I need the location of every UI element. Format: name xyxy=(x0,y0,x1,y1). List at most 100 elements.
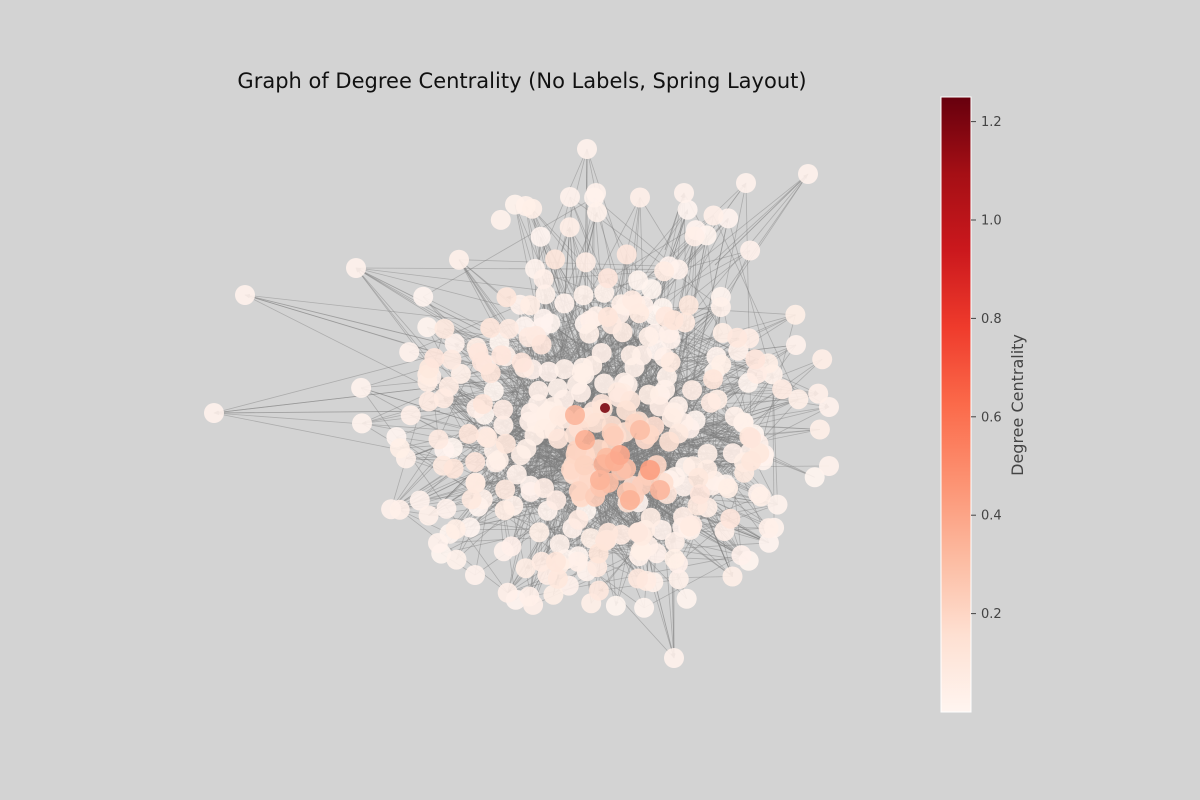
graph-node xyxy=(424,348,445,368)
graph-node xyxy=(767,494,788,515)
graph-node xyxy=(786,335,806,355)
graph-node xyxy=(480,317,501,338)
graph-edge xyxy=(575,356,717,455)
graph-node xyxy=(477,427,498,448)
graph-node xyxy=(741,428,762,449)
graph-node xyxy=(446,549,467,570)
graph-node xyxy=(772,379,793,400)
graph-edge xyxy=(428,411,594,516)
graph-node xyxy=(511,352,532,373)
graph-edge xyxy=(422,197,595,298)
colorbar-gradient xyxy=(940,96,972,713)
graph-node xyxy=(628,270,649,291)
graph-node xyxy=(545,551,566,572)
graph-node xyxy=(809,419,830,440)
graph-node xyxy=(490,209,511,230)
graph-node xyxy=(731,545,752,566)
graph-edge xyxy=(581,314,796,374)
graph-node xyxy=(718,478,739,499)
graph-edge xyxy=(596,212,643,356)
graph-node xyxy=(689,484,710,505)
graph-node xyxy=(409,490,430,511)
graph-node xyxy=(528,380,549,401)
graph-node xyxy=(741,451,762,471)
graph-node xyxy=(677,199,698,220)
graph-node xyxy=(465,473,486,494)
graph-node xyxy=(522,198,543,219)
graph-node xyxy=(472,394,493,414)
graph-node xyxy=(428,533,448,553)
graph-node xyxy=(495,479,516,500)
graph-node xyxy=(465,565,485,585)
graph-edge xyxy=(213,344,797,415)
graph-node xyxy=(740,240,761,261)
graph-edge xyxy=(611,300,633,434)
graph-node xyxy=(574,455,595,476)
graph-node xyxy=(629,303,650,324)
graph-node xyxy=(603,426,624,446)
graph-node xyxy=(495,433,516,454)
graph-node xyxy=(676,588,697,609)
graph-edge xyxy=(507,497,582,594)
graph-edge xyxy=(745,182,752,439)
graph-node xyxy=(720,508,741,529)
graph-node xyxy=(628,568,649,589)
graph-node xyxy=(664,531,685,552)
graph-edge xyxy=(244,294,525,327)
colorbar-tick-label: 0.8 xyxy=(981,312,1002,327)
graph-node xyxy=(640,460,660,480)
graph-node xyxy=(663,310,684,331)
network-graph xyxy=(204,139,839,668)
graph-edge xyxy=(355,267,773,375)
graph-edge xyxy=(213,412,635,498)
graph-node xyxy=(493,399,514,420)
graph-edge xyxy=(360,387,586,458)
graph-node xyxy=(588,543,609,564)
graph-node xyxy=(565,405,585,425)
graph-node xyxy=(798,164,818,184)
graph-node xyxy=(600,403,610,413)
graph-node xyxy=(736,173,756,193)
graph-node xyxy=(549,534,570,555)
graph-node xyxy=(444,333,465,354)
graph-node xyxy=(496,287,517,308)
graph-node xyxy=(491,345,512,366)
graph-edge xyxy=(495,429,820,463)
graph-node xyxy=(494,500,515,521)
graph-edge xyxy=(532,469,572,606)
graph-edge xyxy=(564,227,571,304)
graph-edge xyxy=(712,382,749,486)
graph-node xyxy=(531,334,552,355)
graph-node xyxy=(519,586,540,607)
graph-node xyxy=(668,569,689,590)
graph-edge xyxy=(727,218,769,364)
graph-edge xyxy=(360,387,586,458)
graph-node xyxy=(634,597,655,618)
graph-node xyxy=(529,522,550,543)
graph-node xyxy=(389,438,410,459)
graph-node xyxy=(727,327,748,348)
graph-node xyxy=(655,379,676,400)
graph-node xyxy=(501,536,522,557)
graph-node xyxy=(418,391,439,412)
graph-edge xyxy=(213,344,797,414)
graph-edge xyxy=(474,461,497,576)
graph-edge xyxy=(361,371,549,424)
graph-node xyxy=(711,354,732,375)
graph-node xyxy=(724,406,745,427)
graph-node xyxy=(630,187,650,208)
graph-edge xyxy=(642,504,778,551)
graph-node xyxy=(413,286,434,307)
graph-edge xyxy=(444,328,593,367)
graph-node xyxy=(678,295,699,316)
graph-node xyxy=(399,342,420,363)
graph-node xyxy=(579,323,600,344)
graph-edge xyxy=(390,439,439,510)
graph-node xyxy=(654,261,675,282)
graph-edge xyxy=(507,431,555,593)
graph-node xyxy=(661,408,682,428)
graph-edge xyxy=(534,148,588,270)
graph-node xyxy=(567,551,588,572)
colorbar-label: Degree Centrality xyxy=(1008,334,1027,476)
graph-node xyxy=(630,420,650,440)
